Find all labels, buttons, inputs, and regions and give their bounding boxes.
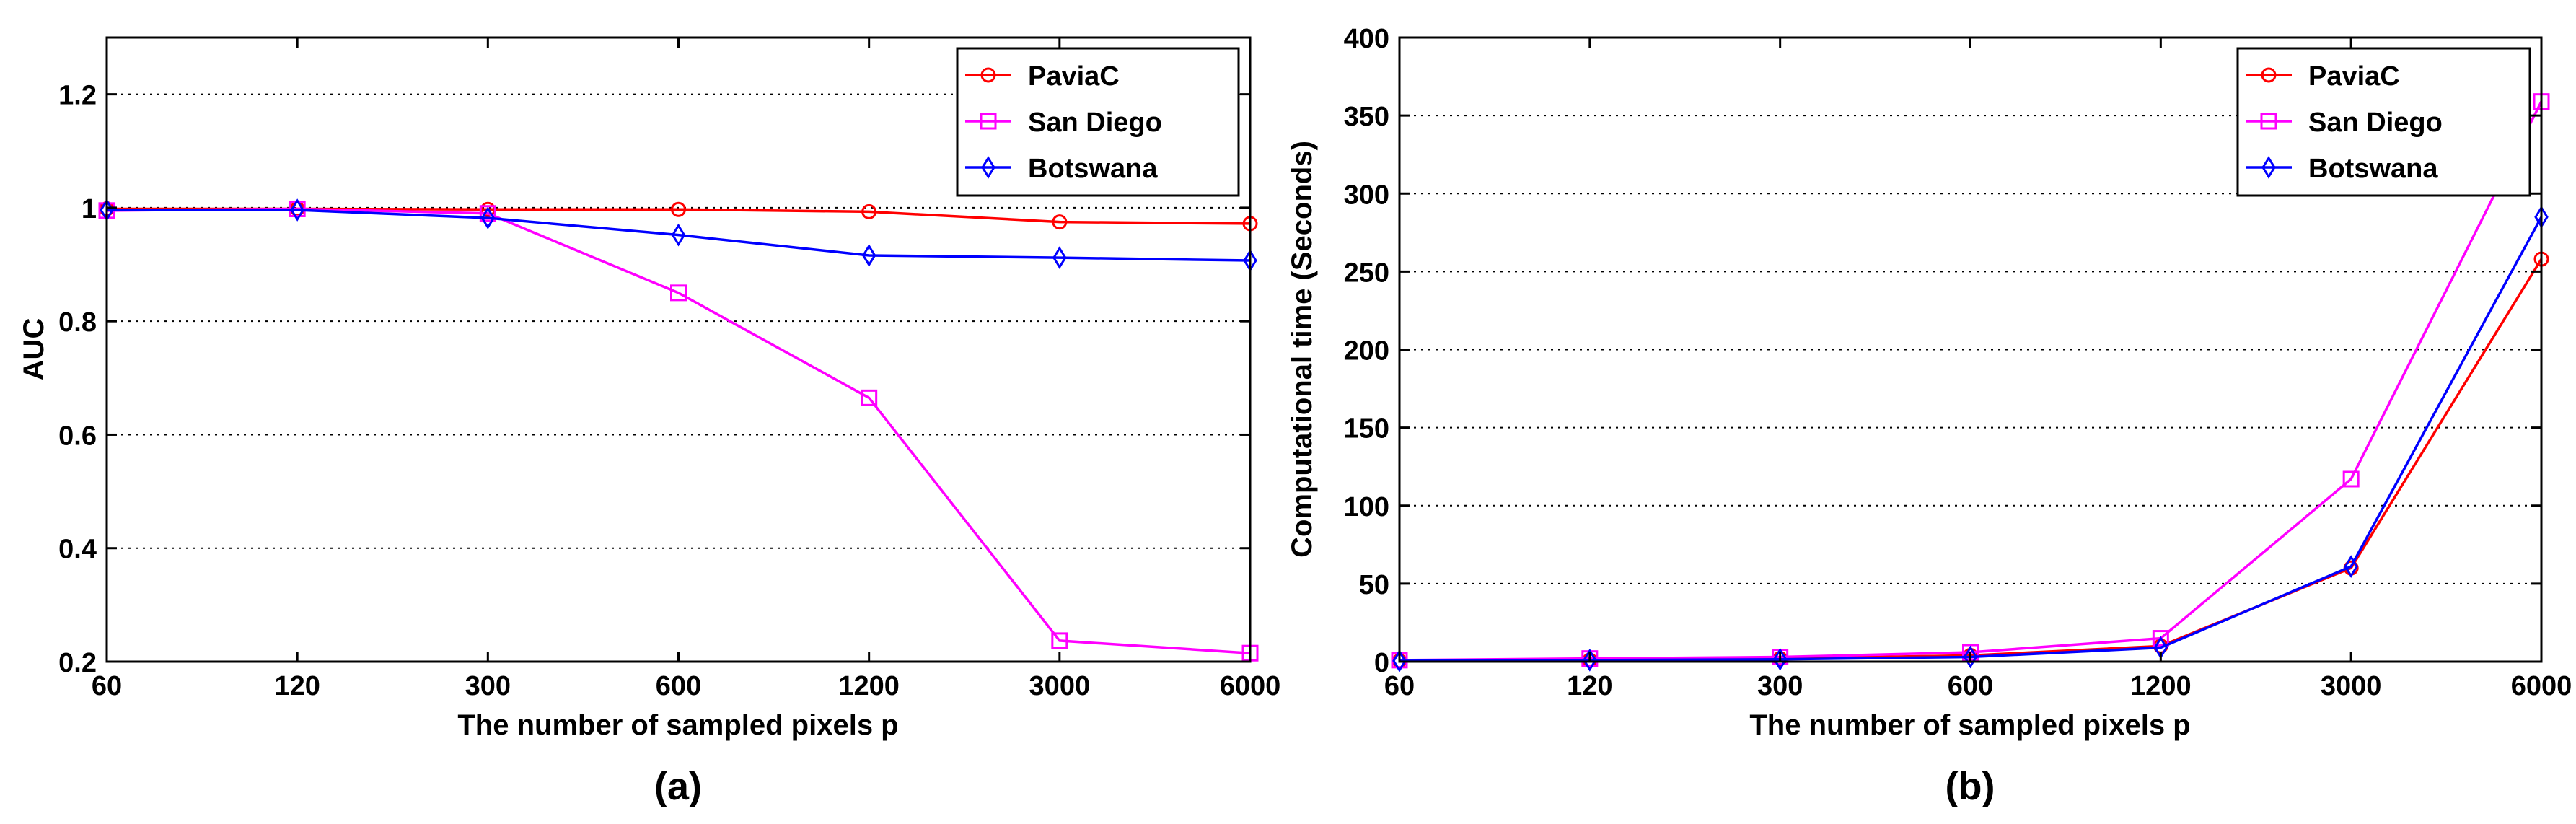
legend-marker-san-diego bbox=[2260, 113, 2277, 130]
y-axis-label: AUC bbox=[18, 318, 50, 381]
y-axis-label: Computational time (Seconds) bbox=[1286, 141, 1318, 558]
y-tick-label: 1.2 bbox=[58, 81, 97, 111]
x-tick-label: 600 bbox=[656, 671, 701, 701]
data-point-botswana bbox=[1052, 246, 1067, 269]
data-point-san-diego bbox=[2342, 470, 2360, 488]
y-tick-label: 200 bbox=[1344, 336, 1389, 367]
y-tick-label: 300 bbox=[1344, 180, 1389, 210]
y-tick-label: 0.8 bbox=[58, 307, 97, 338]
x-tick-label: 120 bbox=[274, 671, 320, 701]
x-tick-label: 60 bbox=[1384, 671, 1415, 701]
y-tick-label: 250 bbox=[1344, 258, 1389, 288]
data-point-botswana bbox=[480, 206, 496, 229]
x-tick-label: 60 bbox=[92, 671, 122, 701]
x-tick-label: 300 bbox=[1757, 671, 1803, 701]
y-tick-label: 150 bbox=[1344, 414, 1389, 444]
y-tick-label: 350 bbox=[1344, 102, 1389, 132]
data-point-botswana bbox=[2344, 555, 2358, 578]
legend-marker-paviac bbox=[2261, 67, 2277, 83]
data-point-san-diego bbox=[861, 389, 878, 406]
data-point-botswana bbox=[1583, 648, 1597, 672]
series-line-botswana bbox=[107, 209, 1251, 262]
y-tick-label: 1 bbox=[82, 194, 97, 224]
data-point-botswana bbox=[1963, 645, 1978, 669]
x-tick-label: 300 bbox=[465, 671, 511, 701]
data-point-botswana bbox=[1392, 649, 1407, 672]
x-tick-label: 1200 bbox=[838, 671, 900, 701]
legend-label-paviac: PaviaC bbox=[2308, 61, 2400, 92]
x-axis-label: The number of sampled pixels p bbox=[457, 709, 898, 741]
y-tick-label: 0.4 bbox=[58, 535, 97, 565]
legend-marker-botswana bbox=[2261, 156, 2276, 179]
data-point-san-diego bbox=[479, 205, 496, 222]
data-point-san-diego bbox=[1051, 632, 1068, 649]
legend-marker-paviac bbox=[980, 67, 996, 83]
y-tick-label: 100 bbox=[1344, 492, 1389, 522]
legend: PaviaC San Diego Botswana bbox=[956, 47, 1240, 197]
y-tick-label: 50 bbox=[1359, 570, 1389, 600]
data-point-san-diego bbox=[2152, 630, 2169, 647]
data-point-botswana bbox=[671, 223, 686, 247]
x-tick-label: 3000 bbox=[2321, 671, 2382, 701]
x-axis-label: The number of sampled pixels p bbox=[1749, 709, 2190, 741]
y-tick-label: 0.2 bbox=[58, 648, 97, 678]
chart-panel-a: 0.20.40.60.811.260 120 300 600 1200 3000 6000 … bbox=[18, 36, 1281, 808]
data-point-paviac bbox=[1052, 214, 1068, 230]
data-point-botswana bbox=[290, 198, 304, 222]
x-tick-label: 6000 bbox=[1220, 671, 1281, 701]
panel-label: (b) bbox=[1946, 765, 1995, 808]
legend-label-botswana: Botswana bbox=[1028, 154, 1158, 184]
panel-label: (a) bbox=[654, 765, 702, 808]
x-tick-label: 6000 bbox=[2511, 671, 2572, 701]
legend-label-botswana: Botswana bbox=[2308, 154, 2438, 184]
legend-label-paviac: PaviaC bbox=[1028, 61, 1120, 92]
x-tick-label: 3000 bbox=[1029, 671, 1091, 701]
legend-marker-botswana bbox=[981, 156, 995, 179]
legend: PaviaC San Diego Botswana bbox=[2236, 47, 2531, 197]
x-tick-label: 120 bbox=[1567, 671, 1612, 701]
y-tick-label: 400 bbox=[1344, 24, 1389, 54]
legend-label-san-diego: San Diego bbox=[2308, 108, 2443, 138]
legend-label-san-diego: San Diego bbox=[1028, 108, 1162, 138]
data-point-san-diego bbox=[670, 284, 687, 302]
legend-marker-san-diego bbox=[980, 113, 997, 130]
chart-panel-b: 0 50 100 150 200 250 300 350 400 60 120 300 600 1200 3… bbox=[1286, 24, 2572, 808]
data-point-paviac bbox=[671, 201, 686, 217]
y-tick-label: 0 bbox=[1374, 648, 1389, 678]
data-point-botswana bbox=[1772, 647, 1788, 671]
x-tick-label: 600 bbox=[1948, 671, 1993, 701]
y-tick-label: 0.6 bbox=[58, 421, 97, 451]
data-point-paviac bbox=[861, 203, 877, 219]
data-point-botswana bbox=[861, 244, 876, 267]
x-tick-label: 1200 bbox=[2130, 671, 2192, 701]
